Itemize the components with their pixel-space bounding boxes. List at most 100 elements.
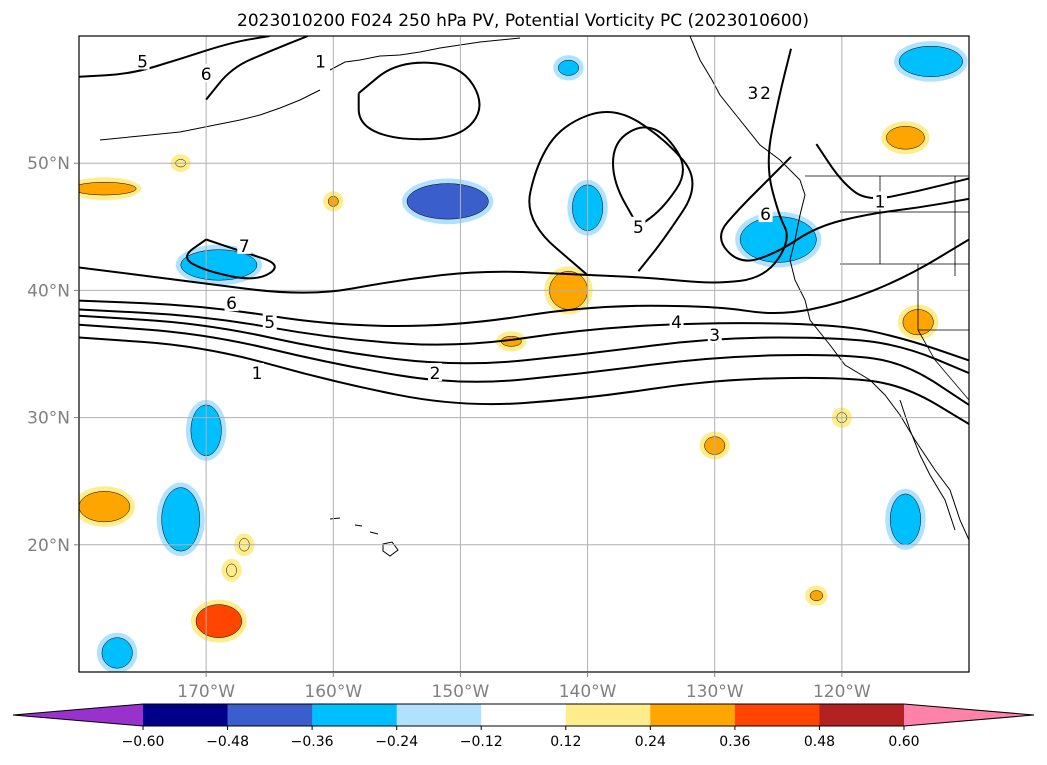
colorbar-bin bbox=[565, 704, 651, 726]
pv-anomaly-core bbox=[889, 493, 921, 546]
coastline-baja bbox=[899, 399, 956, 531]
contour-label-bg bbox=[873, 191, 887, 210]
coastlines bbox=[99, 36, 969, 557]
y-tick-label: 40°N bbox=[27, 281, 70, 301]
colorbar-bin bbox=[734, 704, 820, 726]
contour-label-bg bbox=[631, 216, 646, 235]
pv-anomaly-core bbox=[226, 563, 237, 577]
pv-contour-line bbox=[79, 36, 270, 78]
pv-anomaly-core bbox=[406, 183, 489, 220]
colorbar-bin bbox=[312, 704, 398, 726]
contour-label-bg bbox=[237, 235, 252, 254]
contour-label-bg bbox=[745, 83, 760, 102]
pv-anomaly-core bbox=[886, 126, 925, 150]
chart-title: 2023010200 F024 250 hPa PV, Potential Vo… bbox=[237, 11, 809, 31]
pv-contour-line bbox=[205, 36, 309, 101]
contour-label: 3 bbox=[709, 326, 720, 346]
contour-label: 4 bbox=[671, 313, 682, 333]
contour-label: 6 bbox=[201, 65, 212, 85]
coastline-hawaii bbox=[329, 517, 399, 557]
contour-label: 3 bbox=[747, 84, 758, 104]
contour-label-bg bbox=[224, 293, 239, 312]
colorbar-tick-label: 0.48 bbox=[804, 734, 835, 750]
contour-label: 6 bbox=[760, 205, 771, 225]
pv-contour-line bbox=[79, 308, 969, 362]
colorbar-bin bbox=[227, 704, 313, 726]
colorbar-tick-label: −0.48 bbox=[206, 734, 249, 750]
pv-contour-line bbox=[79, 314, 969, 375]
longitude-ticks: 170°W 160°W 150°W 140°W 130°W 120°W bbox=[177, 672, 871, 702]
contour-label-bg bbox=[428, 363, 442, 382]
contour-label: 2 bbox=[760, 84, 771, 104]
colorbar-bin bbox=[143, 704, 229, 726]
colorbar-tick-label: 0.60 bbox=[888, 734, 919, 750]
colorbar-tick-label: −0.24 bbox=[375, 734, 418, 750]
contour-label: 1 bbox=[315, 52, 326, 72]
pv-contour-line bbox=[528, 110, 694, 276]
colorbar-tick-label: 0.12 bbox=[550, 734, 581, 750]
colorbar: −0.60 −0.48 −0.36 −0.24 −0.12 0.12 0.24 0.36 0.4… bbox=[12, 703, 1035, 750]
coastline-aleutians bbox=[99, 89, 321, 141]
y-tick-label: 20°N bbox=[27, 536, 70, 556]
contour-label-bg bbox=[262, 312, 277, 331]
colorbar-bin bbox=[819, 704, 905, 726]
pv-anomaly-core bbox=[101, 637, 133, 669]
x-tick-label: 130°W bbox=[686, 682, 744, 702]
coastline-north-america bbox=[689, 36, 969, 541]
contour-label-bg bbox=[135, 51, 150, 70]
contour-label-bg bbox=[313, 51, 328, 70]
pv-anomaly-core bbox=[161, 487, 201, 552]
pv-anomaly-core bbox=[195, 604, 242, 638]
pv-contour-line bbox=[186, 238, 276, 280]
pv-contour-line bbox=[611, 126, 684, 228]
x-tick-label: 160°W bbox=[304, 682, 362, 702]
contour-label: 5 bbox=[137, 52, 148, 72]
contour-label-bg bbox=[250, 363, 264, 382]
pv-anomaly-core bbox=[739, 216, 817, 263]
x-tick-label: 150°W bbox=[432, 682, 490, 702]
contour-label-bg bbox=[758, 204, 773, 223]
contour-label-bg bbox=[707, 324, 722, 343]
colorbar-tick-label: −0.12 bbox=[460, 734, 503, 750]
contour-label-bg bbox=[199, 64, 214, 83]
contour-label: 1 bbox=[875, 192, 886, 212]
pv-anomaly-core bbox=[558, 59, 579, 76]
pv-anomaly-core bbox=[79, 491, 131, 523]
pv-contour-line bbox=[79, 238, 969, 328]
pv-anomaly-core bbox=[809, 590, 824, 602]
y-tick-label: 30°N bbox=[27, 409, 70, 429]
political-borders bbox=[805, 175, 969, 401]
pv-contour-line bbox=[720, 156, 969, 262]
pv-contours bbox=[79, 36, 969, 425]
pv-anomaly-core bbox=[79, 182, 137, 196]
colorbar-tick-label: −0.60 bbox=[122, 734, 165, 750]
latitude-ticks: 50°N 40°N 30°N 20°N bbox=[27, 154, 79, 556]
contour-label: 5 bbox=[264, 313, 275, 333]
contour-label: 5 bbox=[633, 218, 644, 238]
colorbar-bin bbox=[396, 704, 482, 726]
x-tick-label: 120°W bbox=[813, 682, 871, 702]
state-borders bbox=[840, 176, 969, 401]
contour-label: 7 bbox=[239, 237, 250, 257]
contour-label-bg bbox=[758, 83, 773, 102]
colorbar-extend-low bbox=[13, 704, 143, 726]
map-background bbox=[79, 36, 969, 672]
colorbar-bin bbox=[481, 704, 567, 726]
pv-contour-line bbox=[357, 61, 481, 141]
colorbar-bin bbox=[650, 704, 736, 726]
x-tick-label: 170°W bbox=[177, 682, 235, 702]
y-tick-label: 50°N bbox=[27, 154, 70, 174]
colorbar-tick-label: 0.36 bbox=[719, 734, 750, 750]
contour-label-bg bbox=[669, 312, 684, 331]
pv-contour-line bbox=[79, 48, 792, 294]
colorbar-tick-label: 0.24 bbox=[635, 734, 666, 750]
contour-label: 2 bbox=[430, 364, 441, 384]
pv-anomaly-core bbox=[180, 249, 258, 281]
pv-anomaly-core bbox=[898, 45, 963, 77]
coastline-alaska bbox=[329, 37, 521, 71]
x-tick-label: 140°W bbox=[559, 682, 617, 702]
colorbar-tick-label: −0.36 bbox=[291, 734, 334, 750]
colorbar-extend-high bbox=[904, 704, 1034, 726]
